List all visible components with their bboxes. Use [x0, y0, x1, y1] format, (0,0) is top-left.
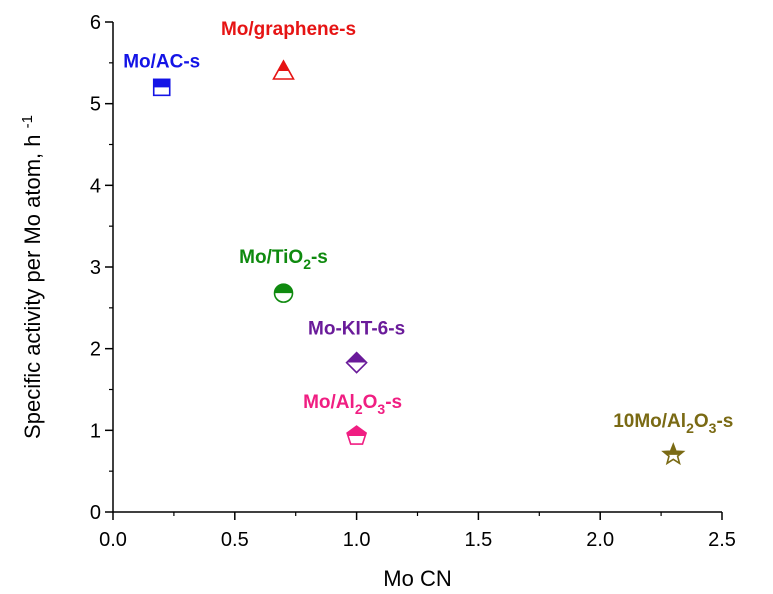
- data-point: [346, 425, 368, 445]
- point-label: Mo/graphene-s: [221, 19, 356, 40]
- point-label-part: Mo-KIT-6-s: [308, 319, 405, 340]
- x-tick-label: 2.0: [586, 529, 614, 551]
- data-point: [273, 283, 294, 303]
- point-label-part: 3: [709, 420, 717, 436]
- y-tick-label: 6: [90, 12, 101, 34]
- marker-fill: [663, 444, 684, 455]
- point-label-part: -s: [385, 392, 402, 413]
- y-tick-label: 3: [90, 257, 101, 279]
- marker-fill: [347, 426, 367, 437]
- data-point: [272, 59, 295, 80]
- point-label-part: -s: [311, 247, 328, 268]
- marker-fill: [277, 61, 290, 71]
- x-tick-label: 0.5: [221, 529, 249, 551]
- point-label: Mo-KIT-6-s: [308, 319, 405, 340]
- point-label-part: Mo/TiO: [239, 247, 303, 268]
- axes: [112, 22, 722, 513]
- point-label: Mo/AC-s: [123, 51, 200, 72]
- marker-outline: [152, 78, 171, 97]
- marker-outline: [273, 283, 294, 303]
- x-tick-label: 2.5: [708, 529, 736, 551]
- point-label-part: 2: [355, 401, 363, 417]
- point-label-part: Mo/Al: [303, 392, 355, 413]
- point-label-part: O: [363, 392, 378, 413]
- y-axis-title-sup: -1: [19, 115, 36, 128]
- y-tick-label: 2: [90, 339, 101, 361]
- point-label-part: -s: [716, 411, 733, 432]
- point-label-part: 3: [377, 401, 385, 417]
- marker-outline: [345, 351, 368, 374]
- point-labels: Mo/AC-sMo/graphene-sMo/TiO2-sMo-KIT-6-sM…: [123, 19, 733, 436]
- point-label-part: 2: [686, 420, 694, 436]
- marker-fill: [346, 352, 367, 363]
- point-label-part: O: [694, 411, 709, 432]
- y-tick-label: 5: [90, 94, 101, 116]
- data-point: [345, 351, 368, 374]
- point-label: Mo/Al2O3-s: [303, 392, 402, 417]
- marker-fill: [274, 284, 293, 294]
- marker-outline: [661, 442, 686, 466]
- x-axis-title: Mo CN: [383, 566, 451, 591]
- data-point: [152, 78, 171, 97]
- y-tick-label: 4: [90, 175, 101, 197]
- point-label-part: 2: [303, 256, 311, 272]
- y-axis-title: Specific activity per Mo atom, h -1: [19, 115, 46, 439]
- marker-outline: [346, 425, 368, 445]
- data-points: [152, 59, 686, 466]
- point-label-part: Mo/graphene-s: [221, 19, 356, 40]
- point-label: 10Mo/Al2O3-s: [613, 411, 733, 436]
- point-label-part: 10Mo/Al: [613, 411, 686, 432]
- point-label-part: Mo/AC-s: [123, 51, 200, 72]
- x-tick-label: 1.5: [464, 529, 492, 551]
- x-tick-label: 0.0: [99, 529, 127, 551]
- y-tick-label: 0: [90, 502, 101, 524]
- data-point: [661, 442, 686, 466]
- y-tick-label: 1: [90, 420, 101, 442]
- y-axis-title-main: Specific activity per Mo atom, h: [20, 135, 45, 439]
- marker-fill: [153, 79, 170, 88]
- marker-outline: [272, 59, 295, 80]
- point-label: Mo/TiO2-s: [239, 247, 328, 272]
- x-tick-label: 1.0: [343, 529, 371, 551]
